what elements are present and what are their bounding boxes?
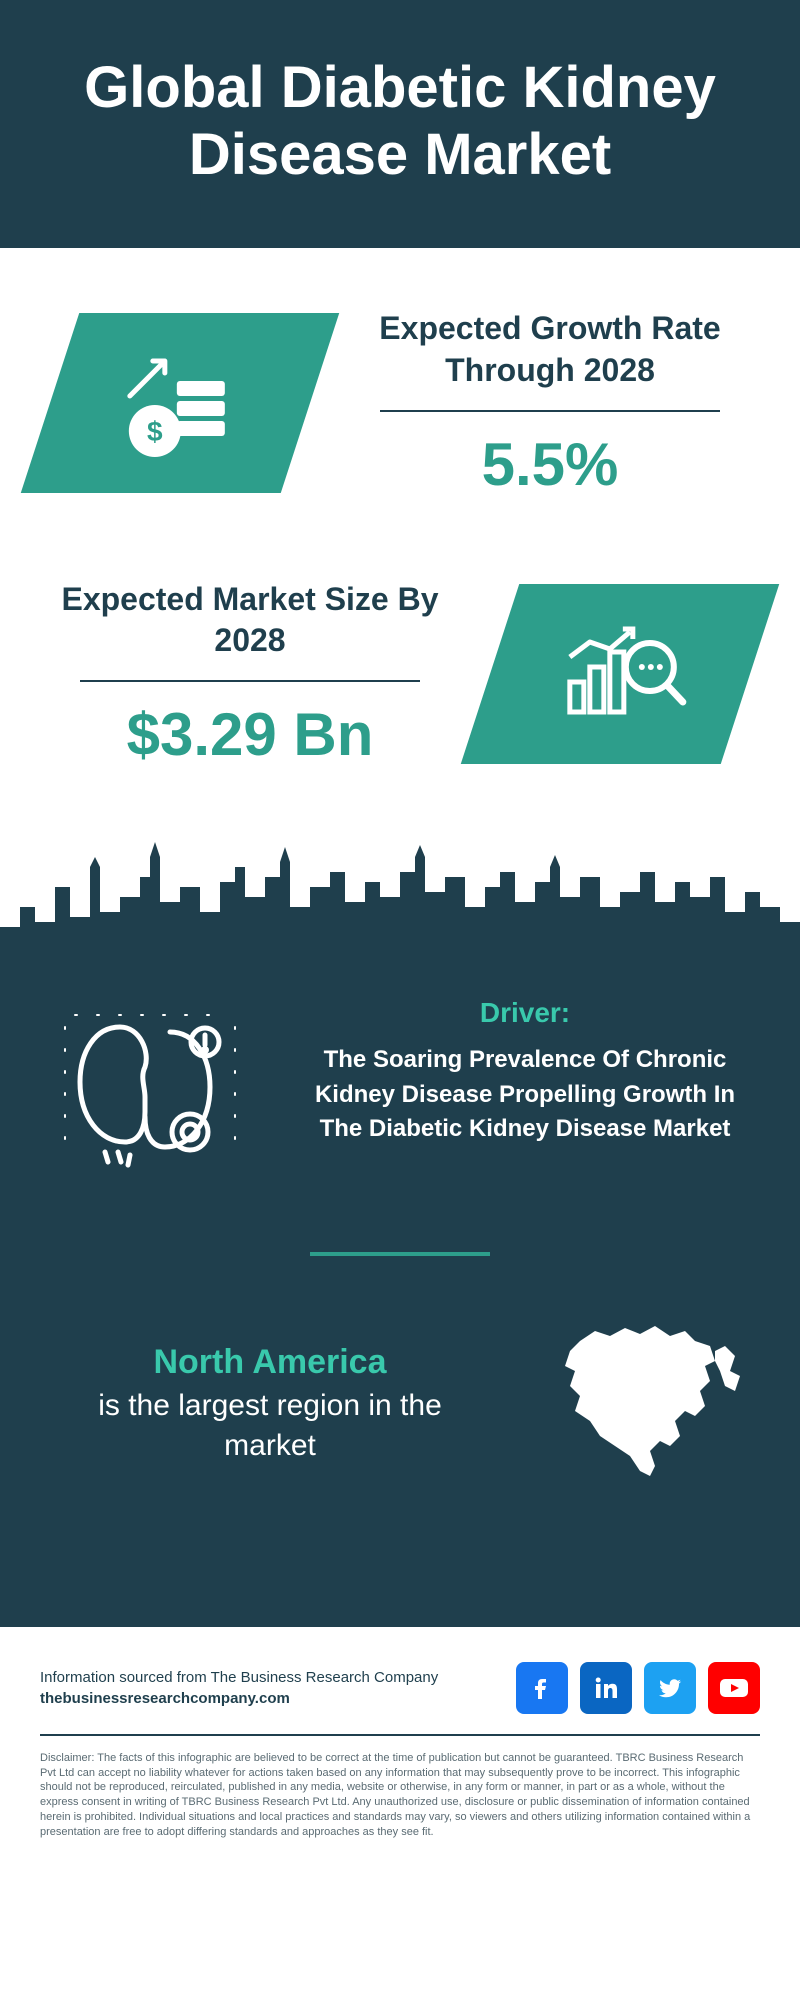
- accent-divider: [310, 1252, 490, 1256]
- driver-text-block: Driver: The Soaring Prevalence Of Chroni…: [300, 997, 750, 1147]
- svg-text:$: $: [147, 416, 163, 447]
- region-rest: is the largest region in the market: [98, 1389, 442, 1463]
- disclaimer-text: Disclaimer: The facts of this infographi…: [40, 1751, 760, 1840]
- north-america-map-icon: [550, 1316, 750, 1491]
- size-stat-block: Expected Market Size By 2028 $3.29 Bn: [50, 579, 450, 769]
- chart-analytics-icon: [545, 606, 695, 741]
- driver-body: The Soaring Prevalence Of Chronic Kidney…: [300, 1043, 750, 1147]
- social-icons: [516, 1662, 760, 1714]
- driver-region-section: Driver: The Soaring Prevalence Of Chroni…: [0, 977, 800, 1627]
- size-value: $3.29 Bn: [50, 700, 450, 769]
- growth-stat-block: Expected Growth Rate Through 2028 5.5%: [350, 308, 750, 498]
- size-label: Expected Market Size By 2028: [50, 579, 450, 680]
- size-section: Expected Market Size By 2028 $3.29 Bn: [0, 539, 800, 829]
- kidney-icon: [50, 997, 250, 1182]
- facebook-icon[interactable]: [516, 1662, 568, 1714]
- driver-heading: Driver:: [300, 997, 750, 1029]
- money-growth-icon: $: [105, 336, 255, 471]
- twitter-icon[interactable]: [644, 1662, 696, 1714]
- growth-icon-panel: $: [21, 313, 339, 493]
- page-title: Global Diabetic Kidney Disease Market: [40, 55, 760, 188]
- region-row: North America is the largest region in t…: [50, 1316, 750, 1491]
- linkedin-icon[interactable]: [580, 1662, 632, 1714]
- growth-section: $ Expected Growth Rate Through 2028 5.5%: [0, 248, 800, 538]
- region-text: North America is the largest region in t…: [50, 1340, 490, 1467]
- growth-value: 5.5%: [350, 430, 750, 499]
- growth-label: Expected Growth Rate Through 2028: [350, 308, 750, 409]
- source-text: Information sourced from The Business Re…: [40, 1667, 438, 1709]
- region-highlight: North America: [153, 1343, 386, 1381]
- size-icon-panel: [461, 584, 779, 764]
- footer: Information sourced from The Business Re…: [0, 1627, 800, 1880]
- skyline-wrap: [0, 827, 800, 977]
- footer-top-row: Information sourced from The Business Re…: [40, 1662, 760, 1736]
- divider: [80, 680, 420, 682]
- skyline-icon: [0, 827, 800, 977]
- youtube-icon[interactable]: [708, 1662, 760, 1714]
- header-banner: Global Diabetic Kidney Disease Market: [0, 0, 800, 248]
- source-line2: thebusinessresearchcompany.com: [40, 1690, 290, 1707]
- source-line1: Information sourced from The Business Re…: [40, 1669, 438, 1686]
- divider: [380, 410, 720, 412]
- driver-row: Driver: The Soaring Prevalence Of Chroni…: [50, 977, 750, 1182]
